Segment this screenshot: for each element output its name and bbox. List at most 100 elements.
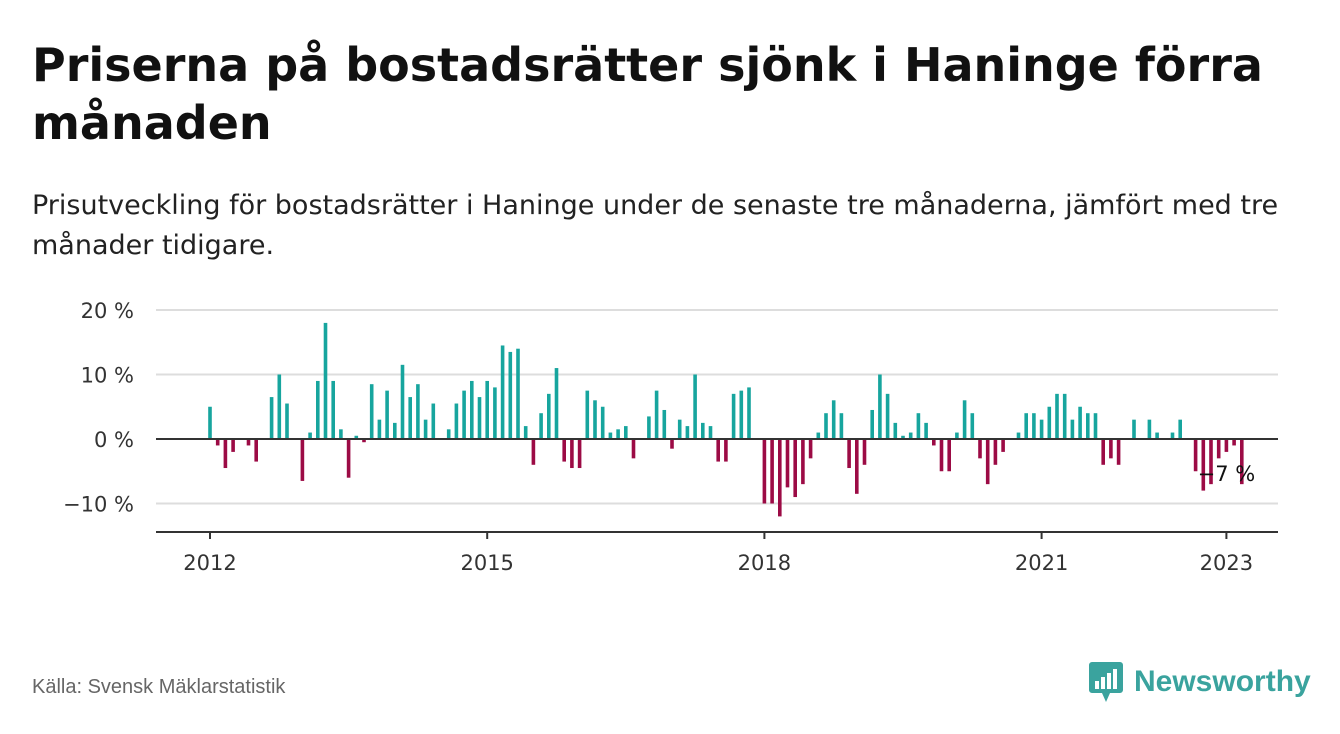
bar	[1132, 419, 1136, 439]
x-tick-label: 2023	[1200, 551, 1253, 575]
bar	[1039, 419, 1044, 439]
bar	[885, 393, 890, 439]
chart-subtitle: Prisutveckling för bostadsrätter i Hanin…	[32, 190, 1279, 261]
bar	[1232, 439, 1236, 446]
bar	[316, 380, 320, 439]
bar	[978, 439, 982, 459]
bar	[523, 426, 528, 439]
bar	[1170, 432, 1175, 439]
bar	[1062, 393, 1067, 439]
bar	[785, 439, 790, 488]
bar	[962, 400, 967, 439]
bar	[246, 439, 251, 446]
bar	[878, 374, 882, 439]
bar	[985, 439, 990, 485]
bar	[1024, 413, 1028, 439]
bar	[947, 439, 951, 472]
bar	[508, 351, 513, 439]
bar	[1178, 419, 1182, 439]
bar	[1086, 413, 1090, 439]
bar	[1109, 439, 1113, 459]
bar	[339, 429, 343, 439]
bar	[993, 439, 998, 465]
bar	[831, 400, 836, 439]
bar	[1240, 439, 1244, 485]
bar	[1078, 406, 1082, 439]
y-tick-label: −10 %	[63, 493, 134, 517]
bar	[624, 426, 628, 439]
data-label: −7 %	[1198, 462, 1256, 486]
bar	[393, 422, 397, 439]
bar	[362, 439, 366, 443]
x-tick-label: 2021	[1015, 551, 1068, 575]
bar	[701, 422, 705, 439]
bar	[762, 439, 767, 504]
bar	[231, 439, 235, 452]
bar	[600, 406, 605, 439]
bar	[1193, 439, 1198, 472]
bar	[385, 390, 389, 439]
bar	[446, 429, 451, 439]
bar	[939, 439, 944, 472]
bar	[647, 416, 651, 439]
bar	[1047, 406, 1052, 439]
bar	[1070, 419, 1075, 439]
bar	[708, 426, 713, 439]
source-note: Källa: Svensk Mäklarstatistik	[32, 676, 286, 698]
bar	[808, 439, 813, 459]
bar	[654, 390, 659, 439]
bar	[747, 387, 751, 439]
y-tick-label: 0 %	[94, 428, 134, 452]
bar	[1055, 393, 1059, 439]
bar	[254, 439, 258, 462]
bar	[493, 387, 497, 439]
bar	[677, 419, 682, 439]
bar	[1147, 419, 1152, 439]
brand-logo[interactable]: Newsworthy	[1088, 660, 1311, 704]
bar	[562, 439, 566, 462]
bar	[778, 439, 782, 517]
bar	[893, 422, 898, 439]
bar	[1116, 439, 1121, 465]
bar	[577, 439, 582, 469]
bar	[408, 397, 412, 439]
bar	[693, 374, 697, 439]
bar	[862, 439, 867, 465]
bar	[277, 374, 282, 439]
bar	[369, 384, 374, 439]
bar	[839, 413, 844, 439]
bar	[793, 439, 797, 498]
bar	[1032, 413, 1036, 439]
bar	[308, 432, 312, 439]
bar	[539, 413, 543, 439]
bar	[547, 393, 551, 439]
chart-title: Priserna på bostadsrätter sjönk i Haning…	[32, 38, 1263, 150]
bar	[1016, 432, 1021, 439]
bar	[739, 390, 744, 439]
bar	[924, 422, 928, 439]
bar	[208, 406, 212, 439]
y-tick-label: 20 %	[81, 299, 134, 323]
bar	[616, 429, 620, 439]
bar	[269, 397, 274, 439]
x-tick-label: 2015	[460, 551, 513, 575]
bar	[1216, 439, 1221, 459]
axes: 20 % 10 % 0 % −10 % 2012 2015 2018 2021 2023 −7 %	[63, 299, 1278, 575]
bar	[585, 390, 590, 439]
x-tick-label: 2018	[738, 551, 791, 575]
bar	[1209, 439, 1213, 485]
bar	[593, 400, 597, 439]
bar	[454, 403, 459, 439]
bars	[208, 322, 1244, 517]
bar	[1155, 432, 1159, 439]
bar	[855, 439, 859, 494]
bar	[847, 439, 851, 469]
bar	[1001, 439, 1005, 452]
bar	[816, 432, 821, 439]
bar	[500, 345, 505, 439]
bar	[1224, 439, 1229, 452]
bar	[1201, 439, 1206, 491]
y-tick-label: 10 %	[81, 364, 134, 388]
bar	[470, 380, 474, 439]
bar	[770, 439, 774, 504]
